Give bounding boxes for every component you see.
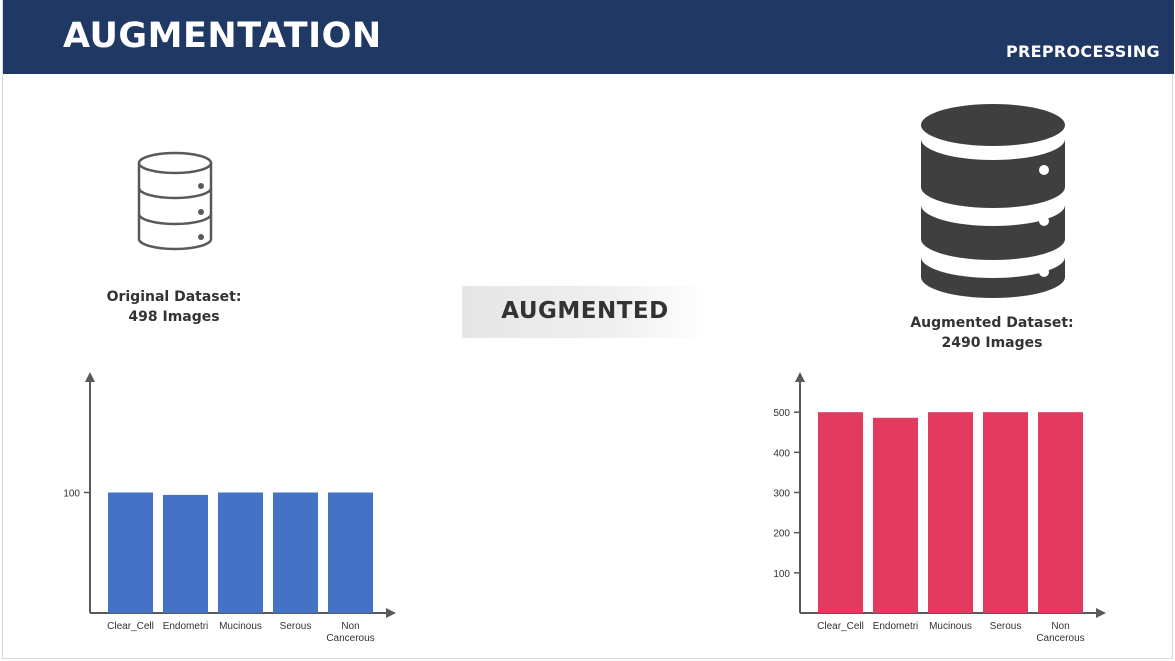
y-tick-label: 200 <box>773 529 790 540</box>
y-tick-label: 500 <box>773 408 790 419</box>
x-category-label: Serous <box>990 621 1022 632</box>
bar <box>873 417 918 613</box>
x-category-label: Endometri <box>873 621 919 632</box>
bar <box>218 492 263 613</box>
database-outline-icon <box>137 151 213 251</box>
database-solid-icon <box>921 104 1065 298</box>
x-category-label: Serous <box>280 621 312 632</box>
bar <box>983 412 1028 613</box>
bar <box>1038 412 1083 613</box>
x-category-label: Mucinous <box>219 621 262 632</box>
y-axis-arrow <box>795 372 805 382</box>
augmented-label-box: AUGMENTED <box>462 286 708 338</box>
bar <box>163 494 208 613</box>
x-axis-arrow <box>1096 608 1106 618</box>
x-category-label: Non <box>1051 621 1069 632</box>
section-label: PREPROCESSING <box>1005 42 1160 61</box>
y-axis-arrow <box>85 372 95 382</box>
bar <box>273 492 318 613</box>
y-tick-label: 400 <box>773 448 790 459</box>
original-dataset-caption: Original Dataset: 498 Images <box>94 287 254 327</box>
page-title: AUGMENTATION <box>63 16 382 56</box>
y-tick-label: 100 <box>63 489 80 500</box>
x-category-label: Mucinous <box>929 621 972 632</box>
bar <box>818 412 863 613</box>
original-caption-count: 498 Images <box>128 309 220 325</box>
x-category-label: Cancerous <box>326 633 374 644</box>
x-category-label: Clear_Cell <box>817 621 864 632</box>
x-category-label: Cancerous <box>1036 633 1084 644</box>
augmented-caption-count: 2490 Images <box>941 335 1043 351</box>
header-bar: AUGMENTATION PREPROCESSING <box>3 0 1174 74</box>
augmented-caption-line1: Augmented Dataset: <box>910 315 1074 331</box>
x-category-label: Endometri <box>163 621 209 632</box>
y-tick-label: 300 <box>773 489 790 500</box>
augmented-dataset-caption: Augmented Dataset: 2490 Images <box>898 313 1086 353</box>
original-caption-line1: Original Dataset: <box>106 289 242 305</box>
bar <box>928 412 973 613</box>
bar <box>108 492 153 613</box>
y-tick-label: 100 <box>773 569 790 580</box>
bar <box>328 492 373 613</box>
x-category-label: Clear_Cell <box>107 621 154 632</box>
x-axis-arrow <box>386 608 396 618</box>
augmented-label: AUGMENTED <box>501 298 669 324</box>
x-category-label: Non <box>341 621 359 632</box>
